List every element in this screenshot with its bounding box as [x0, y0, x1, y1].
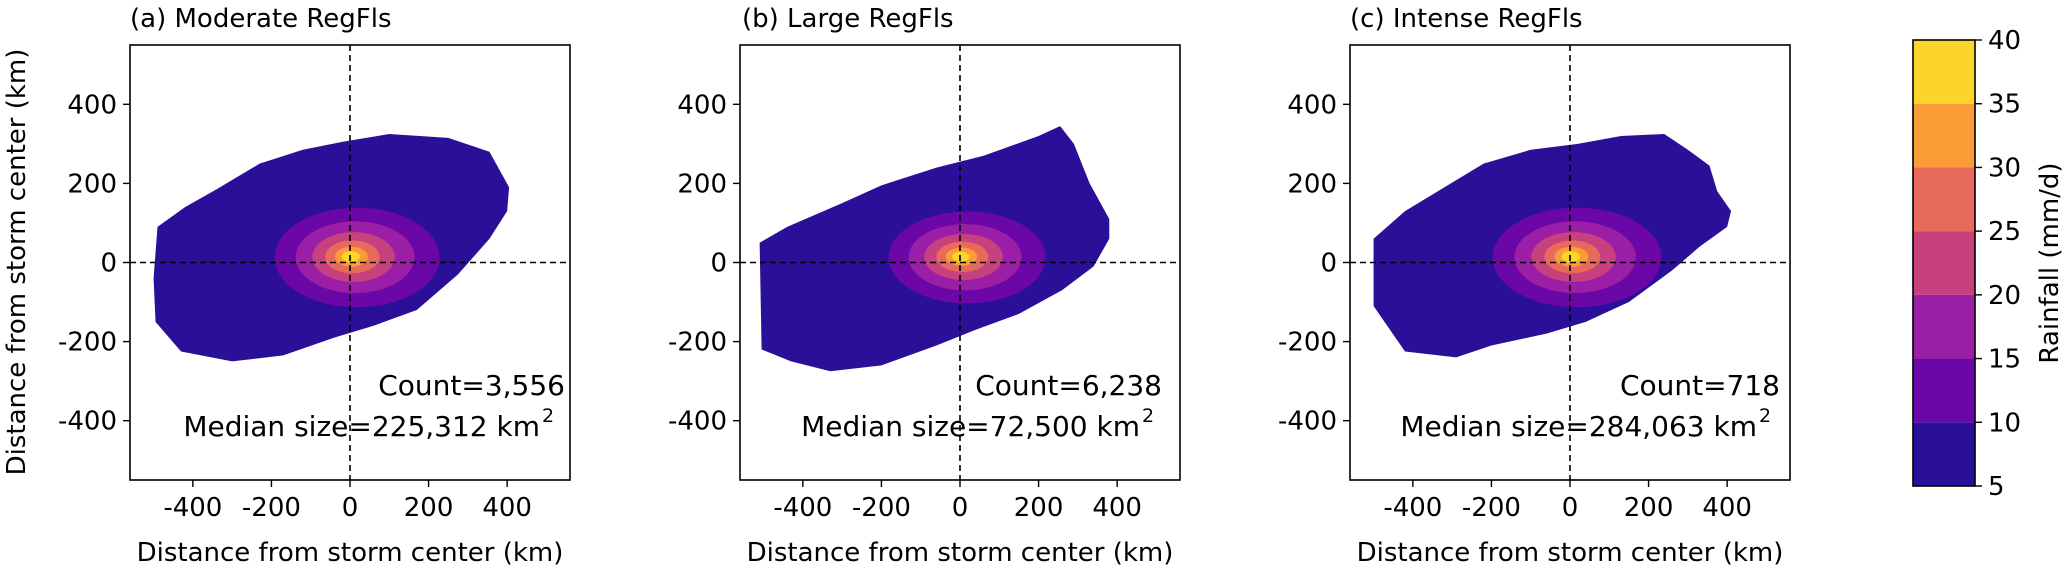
colorbar-tick-label: 20	[1988, 281, 2021, 311]
colorbar-swatch	[1913, 103, 1975, 168]
x-tick-label: -400	[1383, 493, 1442, 523]
xlabel-b: Distance from storm center (km)	[747, 538, 1174, 568]
count-label-a: Count=3,556	[378, 369, 565, 402]
colorbar-swatch	[1913, 40, 1975, 104]
y-tick-label: 0	[1320, 249, 1337, 279]
y-tick-label: 0	[710, 249, 727, 279]
plot-frame-c	[1349, 44, 1791, 481]
colorbar-label: Rainfall (mm/d)	[2035, 162, 2065, 363]
y-tick-label: -200	[668, 328, 727, 358]
y-tick-label: 200	[677, 169, 727, 199]
colorbar-swatch	[1913, 358, 1975, 423]
colorbar-swatches	[1913, 40, 1975, 486]
x-tick-label: 200	[1014, 493, 1064, 523]
panel-title-a: (a) Moderate RegFls	[130, 4, 392, 34]
colorbar-tick-label: 30	[1988, 153, 2021, 183]
colorbar-swatch	[1913, 422, 1975, 486]
plot-frame-b	[739, 44, 1181, 481]
x-tick-label: 200	[1624, 493, 1674, 523]
x-tick-label: -400	[163, 493, 222, 523]
x-tick-label: 200	[404, 493, 454, 523]
axis-ticks-a: -400 -200 0 200 400 -400 -200 0 200 400	[58, 90, 532, 523]
panel-title-c: (c) Intense RegFls	[1350, 4, 1583, 34]
xlabel-c: Distance from storm center (km)	[1357, 538, 1784, 568]
y-tick-label: 0	[100, 249, 117, 279]
median-size-unit-sup-b: 2	[1142, 405, 1154, 427]
x-tick-label: 0	[1562, 493, 1579, 523]
colorbar-tick-label: 10	[1988, 408, 2021, 438]
panel-title-b: (b) Large RegFls	[742, 4, 954, 34]
y-tick-label: 400	[677, 90, 727, 120]
xlabel-a: Distance from storm center (km)	[137, 538, 564, 568]
contour-fills	[740, 45, 1180, 480]
panel-c: (c) Intense RegFls -400 -200 0 200 400 -400 -2…	[1278, 4, 1791, 568]
colorbar-tick-label: 5	[1988, 472, 2005, 502]
y-tick-label: -400	[1278, 407, 1337, 437]
y-tick-label: 400	[67, 90, 117, 120]
contour-plot-b	[740, 45, 1180, 480]
y-tick-label: 400	[1287, 90, 1337, 120]
axis-ticks-b: -400 -200 0 200 400 -400 -200 0 200 400	[668, 90, 1142, 523]
colorbar-tick-label: 40	[1988, 26, 2021, 56]
colorbar-tick-label: 35	[1988, 90, 2021, 120]
colorbar-ticks: 5 10 15 20 25 30 35 40	[1975, 26, 2021, 502]
panel-b: (b) Large RegFls -400 -200 0 200 400 -400 -200…	[668, 4, 1181, 568]
median-size-label-a: Median size=225,312 km	[183, 410, 540, 443]
colorbar: 5 10 15 20 25 30 35 40 Rainfall (mm/d)	[1912, 26, 2065, 502]
colorbar-swatch	[1913, 294, 1975, 359]
ylabel-a: Distance from storm center (km)	[2, 49, 32, 476]
contour-fills	[130, 45, 570, 480]
x-tick-label: -200	[852, 493, 911, 523]
count-label-c: Count=718	[1620, 369, 1780, 402]
x-tick-label: -200	[242, 493, 301, 523]
y-tick-label: -200	[58, 328, 117, 358]
colorbar-tick-label: 25	[1988, 217, 2021, 247]
plot-frame-a	[129, 44, 571, 481]
y-tick-label: -400	[668, 407, 727, 437]
contour-plot-a	[130, 45, 570, 480]
panel-a: (a) Moderate RegFls -400 -200 0 200 400-400-…	[2, 4, 571, 568]
x-tick-label: 400	[1092, 493, 1142, 523]
median-size-unit-sup-c: 2	[1759, 405, 1771, 427]
y-tick-label: -200	[1278, 328, 1337, 358]
y-tick-label: 200	[67, 169, 117, 199]
contour-fills	[1350, 45, 1790, 480]
count-label-b: Count=6,238	[975, 369, 1162, 402]
colorbar-frame	[1912, 39, 1976, 487]
median-size-label-c: Median size=284,063 km	[1400, 410, 1757, 443]
contour-plot-c	[1350, 45, 1790, 480]
x-tick-label: 0	[342, 493, 359, 523]
colorbar-tick-label: 15	[1988, 345, 2021, 375]
x-tick-label: -200	[1462, 493, 1521, 523]
x-tick-label: -400	[773, 493, 832, 523]
x-tick-label: 0	[952, 493, 969, 523]
axis-ticks-c: -400 -200 0 200 400 -400 -200 0 200 400	[1278, 90, 1752, 523]
y-tick-label: 200	[1287, 169, 1337, 199]
x-tick-label: 400	[1702, 493, 1752, 523]
x-tick-label: 400	[482, 493, 532, 523]
y-tick-label: -400	[58, 407, 117, 437]
colorbar-swatch	[1913, 231, 1975, 295]
median-size-label-b: Median size=72,500 km	[801, 410, 1140, 443]
colorbar-swatch	[1913, 167, 1975, 232]
median-size-unit-sup-a: 2	[542, 405, 554, 427]
